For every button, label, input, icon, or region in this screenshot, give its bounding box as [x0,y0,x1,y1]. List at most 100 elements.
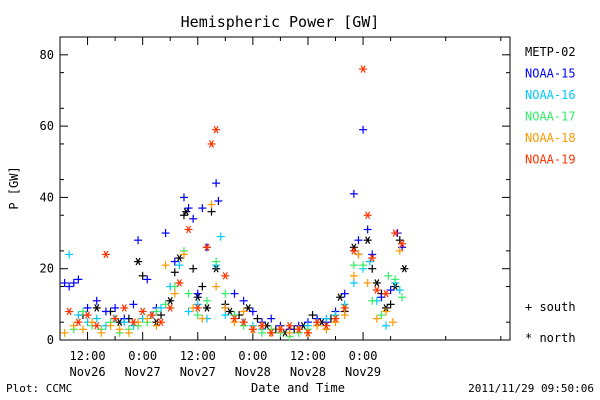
data-point-south [189,214,198,223]
data-point-south [129,300,138,309]
data-point-south [65,250,74,259]
data-point-north [391,229,400,237]
data-point-south [202,296,211,305]
data-point-north [230,314,239,323]
data-point-south [111,303,120,312]
data-point-south [207,200,216,209]
data-point-south [124,328,133,337]
data-point-north [336,293,345,302]
data-point-north [225,307,234,316]
data-point-north [285,321,294,330]
data-point-south [170,268,179,277]
data-point-south [179,250,188,259]
data-point-south [207,207,216,216]
data-point-south [359,125,368,134]
data-point-north [166,304,175,312]
y-tick-label: 0 [47,333,54,347]
data-point-north [322,321,331,330]
data-point-north [101,250,110,259]
data-point-south [193,289,202,298]
data-point-south [349,278,358,287]
data-point-south [92,314,101,323]
data-point-south [134,236,143,245]
legend-entry: NOAA-16 [525,88,576,102]
data-point-south [78,325,87,334]
data-point-south [106,321,115,330]
data-point-south [258,328,267,337]
data-point-south [170,282,179,291]
x-tick-label-date: Nov28 [235,365,271,379]
data-point-north [175,279,184,287]
x-tick-label-time: 0:00 [238,349,267,363]
legend-entry: METP-02 [525,45,576,59]
data-point-south [143,314,152,323]
data-point-south [363,225,372,234]
data-point-south [60,278,69,287]
data-point-south [377,293,386,302]
plot-credit: Plot: CCMC [6,382,72,395]
legend-entry: NOAA-15 [525,67,576,81]
data-point-north [363,211,372,220]
data-point-south [101,307,110,316]
data-point-south [365,257,374,266]
data-point-south [340,289,349,298]
data-point-south [69,278,78,287]
data-point-north [331,314,340,323]
data-point-north [147,311,156,319]
data-point-south [248,307,257,316]
data-point-south [363,278,372,287]
plot-area-frame [59,36,511,341]
data-point-south [308,311,317,320]
data-point-south [349,271,358,280]
data-point-north [157,318,166,326]
data-point-south [386,286,395,295]
data-point-north [398,239,407,248]
x-tick-label-date: Nov29 [345,365,381,379]
legend-entry: NOAA-17 [525,110,576,124]
data-point-north [212,125,221,134]
data-point-south [74,311,83,320]
data-point-south [161,261,170,270]
data-point-south [354,236,363,245]
data-point-south [184,289,193,298]
data-point-south [175,261,184,270]
data-point-south [349,189,358,198]
data-point-north [363,236,372,244]
data-point-south [198,282,207,291]
y-tick-label: 40 [40,190,54,204]
data-point-south [372,314,381,323]
x-tick-label-date: Nov27 [180,365,216,379]
data-point-north [111,314,120,323]
data-point-south [198,204,207,213]
data-point-north [267,329,276,337]
data-point-south [391,275,400,284]
data-point-south [115,325,124,334]
data-point-north [92,304,101,312]
data-point-south [170,289,179,298]
data-point-south [212,282,221,291]
data-point-north [221,272,230,280]
data-point-south [157,311,166,320]
data-point-south [349,261,358,270]
data-point-south [189,264,198,273]
data-point-north [138,307,147,316]
data-point-south [92,296,101,305]
series-noaa-18 [60,200,404,337]
data-point-south [221,311,230,320]
data-point-south [382,307,391,316]
data-point-north [372,286,381,294]
data-point-north [184,225,193,234]
legend-south-marker: + south [525,300,576,314]
data-point-south [239,307,248,316]
data-point-north [202,304,211,312]
data-point-south [230,289,239,298]
data-point-north [244,304,253,312]
x-tick-label-time: 0:00 [349,349,378,363]
data-point-south [184,307,193,316]
data-point-north [239,318,248,326]
data-point-north [248,325,257,334]
data-point-south [120,318,129,327]
data-point-south [285,328,294,337]
data-point-south [388,318,397,327]
